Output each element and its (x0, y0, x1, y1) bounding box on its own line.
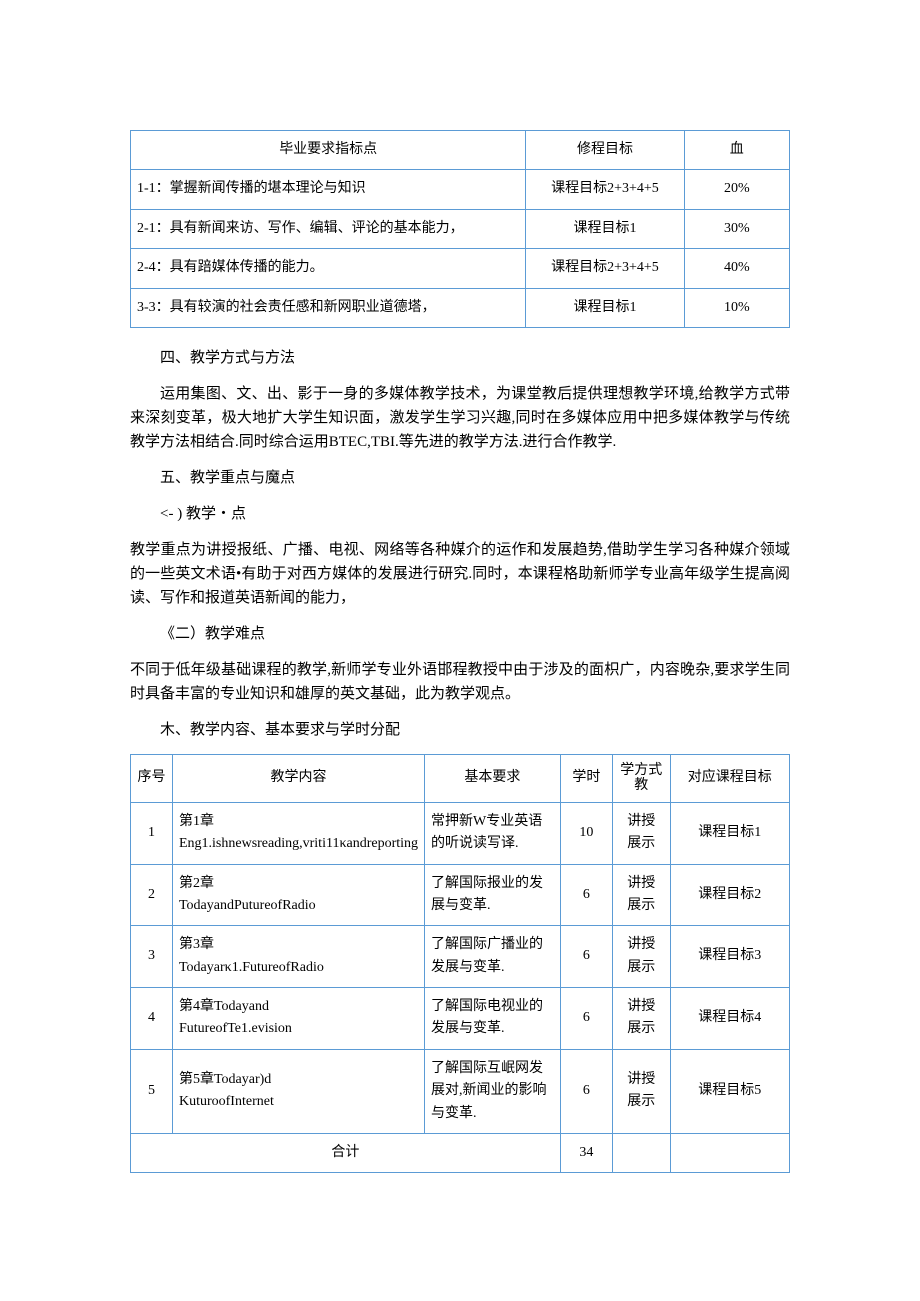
total-label: 合计 (131, 1134, 561, 1173)
table-cell: 课程目标5 (670, 1049, 790, 1133)
heading-methods: 四、教学方式与方法 (130, 346, 790, 370)
header-goal: 对应课程目标 (670, 754, 790, 802)
table-row: 4第4章Todayand FutureofTe1.evision了解国际电视业的… (131, 988, 790, 1050)
table-cell: 课程目标1 (526, 209, 684, 248)
table-cell: 3-3：具有较演的社会责任感和新网职业道德塔， (131, 288, 526, 327)
header-no: 序号 (131, 754, 173, 802)
table-header-row: 序号 教学内容 基本要求 学时 学方式教 对应课程目标 (131, 754, 790, 802)
table-row: 5第5章Todayar)d KuturoofInternet了解国际互岷网发展对… (131, 1049, 790, 1133)
table2-body: 1第1章 Eng1.ishnewsreading,vriti11κandrepo… (131, 802, 790, 1133)
table-row: 1第1章 Eng1.ishnewsreading,vriti11κandrepo… (131, 802, 790, 864)
total-hours: 34 (560, 1134, 612, 1173)
header-pct: 血 (684, 131, 789, 170)
table-cell: 1-1：掌握新闻传播的堪本理论与知识 (131, 170, 526, 209)
total-mode-empty (613, 1134, 670, 1173)
table-cell: 了解国际互岷网发展对,新闻业的影响与变革. (425, 1049, 561, 1133)
table-cell: 课程目标2 (670, 864, 790, 926)
table-cell: 6 (560, 1049, 612, 1133)
table-cell: 1 (131, 802, 173, 864)
table-row: 3-3：具有较演的社会责任感和新网职业道德塔，课程目标110% (131, 288, 790, 327)
table-cell: 30% (684, 209, 789, 248)
table-cell: 第3章 Todayarκ1.FutureofRadio (172, 926, 424, 988)
table-row: 2-4：具有踣媒体传播的能力。课程目标2+3+4+540% (131, 249, 790, 288)
table-row: 2第2章 TodayandPutureofRadio了解国际报业的发展与变革.6… (131, 864, 790, 926)
heading-key: 五、教学重点与魔点 (130, 466, 790, 490)
table-cell: 了解国际报业的发展与变革. (425, 864, 561, 926)
table-cell: 课程目标4 (670, 988, 790, 1050)
table-cell: 讲授 展示 (613, 988, 670, 1050)
table-cell: 第5章Todayar)d KuturoofInternet (172, 1049, 424, 1133)
header-hours: 学时 (560, 754, 612, 802)
table-cell: 了解国际电视业的发展与变革. (425, 988, 561, 1050)
table-cell: 10% (684, 288, 789, 327)
table-cell: 40% (684, 249, 789, 288)
content-table: 序号 教学内容 基本要求 学时 学方式教 对应课程目标 1第1章 Eng1.is… (130, 754, 790, 1173)
para-methods: 运用集图、文、出、影于一身的多媒体教学技术，为课堂教后提供理想教学环境,给教学方… (130, 382, 790, 454)
table-cell: 课程目标2+3+4+5 (526, 170, 684, 209)
table-cell: 6 (560, 988, 612, 1050)
subheading-key-a: <- ) 教学・点 (130, 502, 790, 526)
table-cell: 2-1：具有新闻来访、写作、编辑、评论的基本能力， (131, 209, 526, 248)
table-cell: 了解国际广播业的发展与变革. (425, 926, 561, 988)
table-cell: 5 (131, 1049, 173, 1133)
table-total-row: 合计 34 (131, 1134, 790, 1173)
header-indicator: 毕业要求指标点 (131, 131, 526, 170)
table-cell: 2-4：具有踣媒体传播的能力。 (131, 249, 526, 288)
table-cell: 课程目标3 (670, 926, 790, 988)
table-cell: 课程目标2+3+4+5 (526, 249, 684, 288)
subheading-key-b: 《二）教学难点 (130, 622, 790, 646)
table-row: 1-1：掌握新闻传播的堪本理论与知识课程目标2+3+4+520% (131, 170, 790, 209)
table-row: 2-1：具有新闻来访、写作、编辑、评论的基本能力，课程目标130% (131, 209, 790, 248)
table-cell: 课程目标1 (526, 288, 684, 327)
header-mode: 学方式教 (613, 754, 670, 802)
table-cell: 4 (131, 988, 173, 1050)
document-page: 毕业要求指标点 修程目标 血 1-1：掌握新闻传播的堪本理论与知识课程目标2+3… (0, 0, 920, 1241)
total-goal-empty (670, 1134, 790, 1173)
table-cell: 3 (131, 926, 173, 988)
table-cell: 第1章 Eng1.ishnewsreading,vriti11κandrepor… (172, 802, 424, 864)
table1-body: 1-1：掌握新闻传播的堪本理论与知识课程目标2+3+4+520%2-1：具有新闻… (131, 170, 790, 328)
table-cell: 第4章Todayand FutureofTe1.evision (172, 988, 424, 1050)
header-content: 教学内容 (172, 754, 424, 802)
table-cell: 6 (560, 864, 612, 926)
para-key: 教学重点为讲授报纸、广播、电视、网络等各种媒介的运作和发展趋势,借助学生学习各种… (130, 538, 790, 610)
table-cell: 6 (560, 926, 612, 988)
table-header-row: 毕业要求指标点 修程目标 血 (131, 131, 790, 170)
table-cell: 常押新W专业英语的听说读写译. (425, 802, 561, 864)
table-cell: 讲授 展示 (613, 1049, 670, 1133)
table-cell: 10 (560, 802, 612, 864)
table-cell: 讲授 展示 (613, 864, 670, 926)
table-cell: 课程目标1 (670, 802, 790, 864)
table-cell: 20% (684, 170, 789, 209)
para-diff: 不同于低年级基础课程的教学,新师学专业外语邯程教授中由于涉及的面枳广，内容晚杂,… (130, 658, 790, 706)
requirements-table: 毕业要求指标点 修程目标 血 1-1：掌握新闻传播的堪本理论与知识课程目标2+3… (130, 130, 790, 328)
table-cell: 2 (131, 864, 173, 926)
table-row: 3第3章 Todayarκ1.FutureofRadio了解国际广播业的发展与变… (131, 926, 790, 988)
heading-content: 木、教学内容、基本要求与学时分配 (130, 718, 790, 742)
header-goal: 修程目标 (526, 131, 684, 170)
table-cell: 第2章 TodayandPutureofRadio (172, 864, 424, 926)
table-cell: 讲授 展示 (613, 926, 670, 988)
header-req: 基本要求 (425, 754, 561, 802)
table-cell: 讲授 展示 (613, 802, 670, 864)
